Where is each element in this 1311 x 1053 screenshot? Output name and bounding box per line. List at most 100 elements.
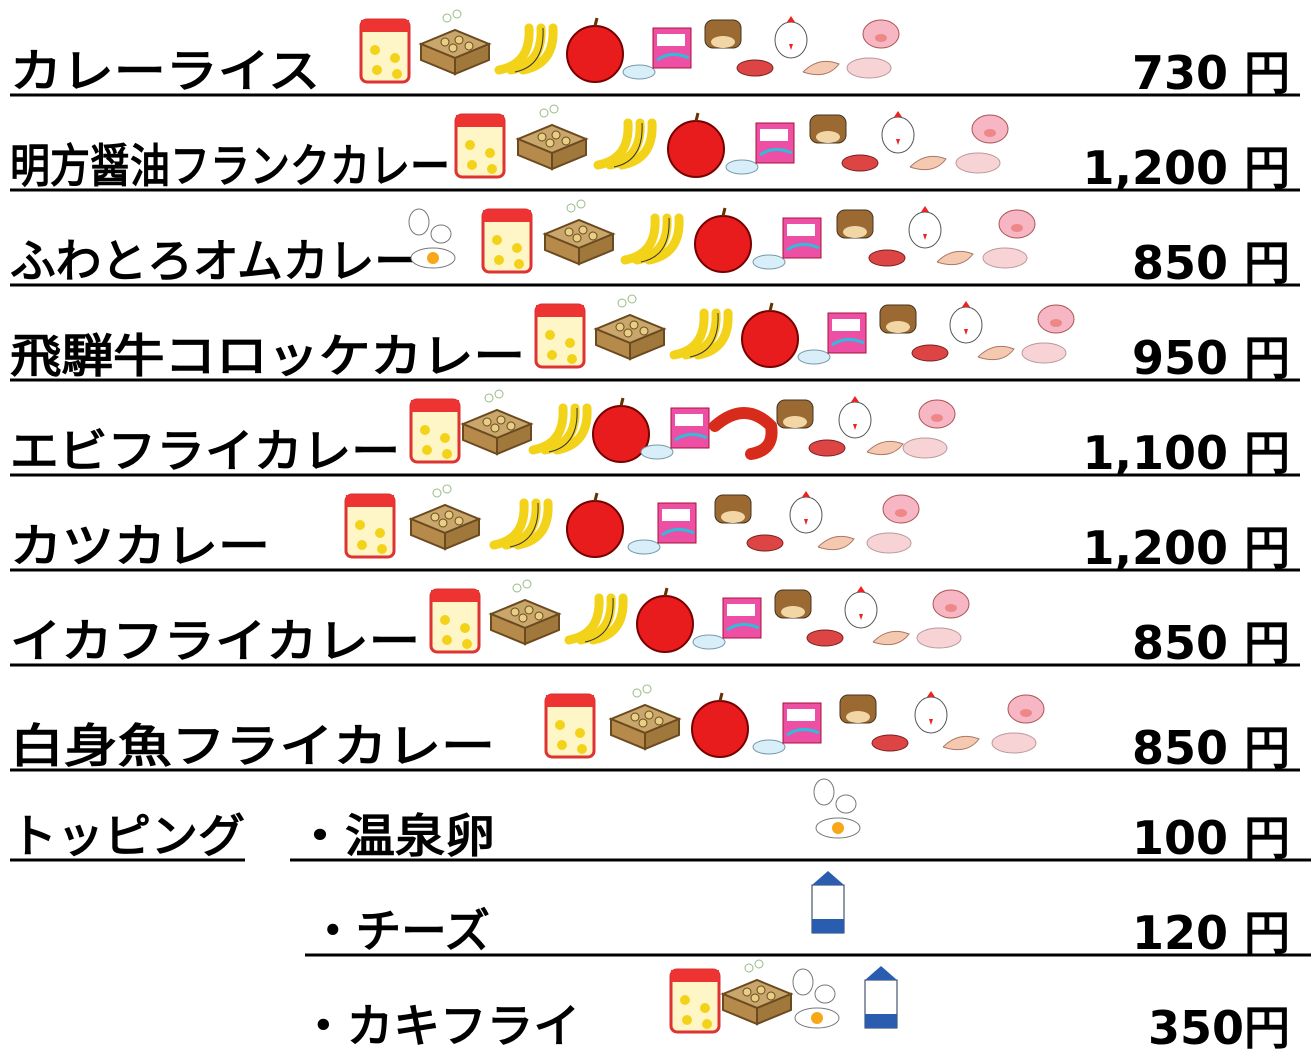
icon-shape (619, 397, 625, 407)
allergen-icon (460, 389, 534, 456)
allergen-icon (789, 491, 855, 551)
icon-shape (465, 140, 475, 150)
icon-shape (797, 349, 831, 365)
icon-shape (623, 328, 633, 338)
icon-shape (657, 34, 685, 46)
icon-shape (492, 235, 502, 245)
allergen-icon (864, 966, 898, 1029)
icon-shape (669, 308, 709, 360)
allergen-icon (488, 579, 562, 646)
icon-shape (718, 692, 724, 702)
icon-shape (991, 732, 1037, 754)
icon-shape (561, 136, 571, 146)
allergen-icon (752, 702, 822, 755)
icon-shape (462, 639, 472, 649)
allergen-icon (914, 691, 980, 751)
item-name: 明方醤油フランクカレー (10, 139, 450, 193)
allergen-icon (515, 104, 589, 171)
icon-shape (627, 539, 661, 555)
allergen-icon (692, 597, 762, 650)
allergen-icon (593, 294, 667, 361)
icon-shape (432, 488, 442, 498)
allergen-icon (542, 199, 616, 266)
icon-shape (792, 968, 814, 996)
icon-shape (454, 42, 490, 76)
allergen-icon (564, 593, 628, 645)
icon-shape (694, 112, 700, 122)
icon-shape (494, 389, 504, 399)
icon-shape (844, 591, 878, 629)
allergen-icon (534, 303, 586, 369)
allergen-icon (725, 122, 795, 175)
icon-shape (927, 691, 935, 697)
icon-shape (431, 590, 479, 602)
icon-shape (680, 995, 690, 1005)
icon-shape (692, 634, 726, 650)
icon-shape (942, 735, 980, 751)
icon-shape (510, 607, 520, 617)
icon-shape (578, 232, 614, 266)
icon-shape (454, 516, 464, 526)
allergen-icon (694, 207, 752, 273)
icon-shape (700, 1003, 710, 1013)
icon-shape (895, 509, 907, 517)
allergen-icon (752, 217, 822, 270)
icon-shape (617, 118, 657, 170)
icon-shape (781, 606, 805, 618)
icon-shape (593, 492, 599, 502)
icon-shape (894, 111, 902, 117)
icon-shape (642, 684, 652, 694)
icon-shape (675, 414, 703, 426)
allergen-icon (454, 113, 506, 179)
icon-shape (622, 64, 656, 80)
icon-shape (945, 604, 957, 612)
icon-shape (467, 160, 477, 170)
icon-shape (846, 711, 870, 723)
icon-shape (506, 421, 516, 431)
icon-shape (814, 984, 836, 1004)
topping-name: ・カキフライ (300, 999, 580, 1053)
allergen-icon (608, 684, 682, 751)
icon-shape (644, 213, 684, 265)
icon-shape (964, 329, 968, 335)
allergen-icon (797, 312, 867, 365)
icon-shape (566, 500, 624, 558)
icon-shape (460, 623, 470, 633)
allergen-icon (544, 693, 596, 759)
icon-shape (518, 613, 528, 623)
icon-shape (509, 502, 539, 548)
icon-shape (448, 43, 458, 53)
icon-shape (588, 593, 628, 645)
item-price: 950 円 (1132, 331, 1290, 385)
icon-shape (711, 36, 735, 48)
icon-shape (346, 495, 394, 507)
icon-shape (566, 25, 624, 83)
icon-shape (977, 345, 1015, 361)
icon-shape (549, 104, 559, 114)
icon-shape (865, 1014, 897, 1028)
icon-shape (512, 243, 522, 253)
icon-shape (494, 23, 534, 75)
allergen-icon (792, 968, 840, 1029)
icon-shape (804, 519, 808, 525)
allergen-icon (409, 398, 461, 464)
icon-shape (868, 249, 906, 267)
icon-shape (377, 544, 387, 554)
icon-shape (817, 535, 855, 551)
icon-shape (982, 247, 1028, 269)
icon-shape (702, 1019, 712, 1029)
icon-shape (512, 583, 522, 593)
allergen-icon (916, 589, 970, 649)
allergen-icon (1021, 304, 1075, 364)
icon-shape (682, 1015, 692, 1025)
icon-shape (914, 696, 948, 734)
allergen-icon (344, 493, 396, 559)
icon-shape (662, 509, 690, 521)
icon-shape (756, 992, 792, 1026)
icon-shape (430, 512, 440, 522)
icon-shape (949, 306, 983, 344)
icon-shape (534, 611, 544, 621)
icon-shape (832, 319, 860, 331)
icon-shape (936, 250, 974, 266)
